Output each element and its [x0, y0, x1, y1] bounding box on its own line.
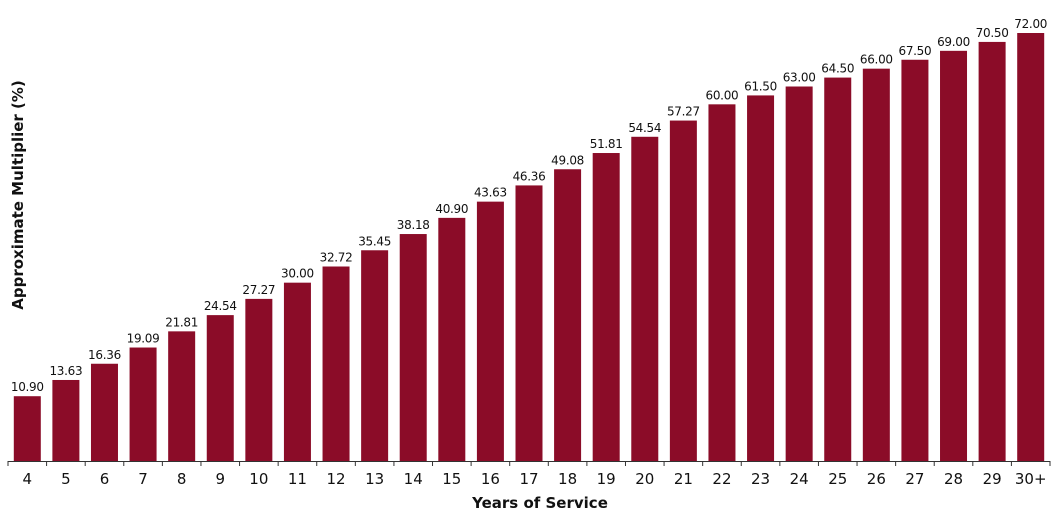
x-tick-label-11: 11: [288, 470, 307, 488]
x-tick-label-26: 26: [867, 470, 886, 488]
value-label-20: 54.54: [628, 121, 661, 135]
bar-30+: [1017, 33, 1045, 461]
value-label-24: 63.00: [783, 71, 816, 85]
x-ticks-group: [7, 461, 1051, 466]
value-label-29: 70.50: [976, 26, 1009, 40]
bars-group: [13, 33, 1045, 462]
x-tick-label-15: 15: [442, 470, 461, 488]
value-label-27: 67.50: [899, 44, 932, 58]
x-tick-label-21: 21: [674, 470, 693, 488]
bar-18: [554, 169, 582, 461]
x-tick-label-28: 28: [944, 470, 963, 488]
x-tick-label-27: 27: [905, 470, 924, 488]
value-label-6: 16.36: [88, 348, 121, 362]
value-label-14: 38.18: [397, 218, 430, 232]
x-tick-labels-group: 4 5 6 7 8 9 10 11 12 13 14 15 16 17 18 19 20 21 22 23 24 25 26…: [23, 470, 1047, 488]
value-label-5: 13.63: [49, 364, 82, 378]
x-tick-label-16: 16: [481, 470, 500, 488]
bar-16: [476, 201, 504, 461]
value-label-28: 69.00: [937, 35, 970, 49]
value-label-25: 64.50: [821, 62, 854, 76]
x-tick-label-19: 19: [597, 470, 616, 488]
x-tick-label-7: 7: [138, 470, 148, 488]
value-label-16: 43.63: [474, 186, 507, 200]
value-label-9: 24.54: [204, 299, 237, 313]
x-tick-label-23: 23: [751, 470, 770, 488]
x-tick-label-4: 4: [23, 470, 33, 488]
x-tick-label-13: 13: [365, 470, 384, 488]
value-label-15: 40.90: [435, 202, 468, 216]
value-label-18: 49.08: [551, 153, 584, 167]
value-label-21: 57.27: [667, 105, 700, 119]
value-label-7: 19.09: [127, 332, 160, 346]
bar-29: [978, 41, 1006, 462]
value-label-17: 46.36: [513, 169, 546, 183]
bar-26: [862, 68, 890, 462]
value-label-26: 66.00: [860, 53, 893, 67]
x-tick-label-30+: 30+: [1015, 470, 1047, 488]
x-tick-label-17: 17: [519, 470, 538, 488]
bar-25: [824, 77, 852, 461]
value-label-19: 51.81: [590, 137, 623, 151]
value-labels-group: 10.90 13.63 16.36 19.09 21.81 24.54 27.27 30.00…: [11, 17, 1048, 394]
value-label-30+: 72.00: [1014, 17, 1047, 31]
bar-4: [13, 396, 41, 461]
x-tick-label-8: 8: [177, 470, 187, 488]
bar-12: [322, 266, 350, 461]
value-label-12: 32.72: [320, 251, 353, 265]
bar-24: [785, 86, 813, 461]
bar-28: [940, 50, 968, 461]
bar-22: [708, 104, 736, 461]
x-tick-label-12: 12: [326, 470, 345, 488]
bar-27: [901, 59, 929, 461]
bar-13: [361, 250, 389, 461]
value-label-13: 35.45: [358, 234, 391, 248]
x-tick-label-20: 20: [635, 470, 654, 488]
value-label-23: 61.50: [744, 79, 777, 93]
value-label-11: 30.00: [281, 267, 314, 281]
bar-9: [206, 315, 234, 461]
bar-15: [438, 217, 466, 461]
x-tick-label-9: 9: [215, 470, 225, 488]
bar-8: [168, 331, 196, 461]
bar-5: [52, 379, 80, 461]
x-tick-label-10: 10: [249, 470, 268, 488]
bar-17: [515, 185, 543, 462]
value-label-8: 21.81: [165, 315, 198, 329]
bar-23: [747, 95, 775, 462]
bar-20: [631, 136, 659, 462]
bar-21: [669, 120, 697, 461]
value-label-4: 10.90: [11, 380, 44, 394]
bar-10: [245, 298, 273, 461]
y-axis-title: Approximate Multiplier (%): [9, 80, 27, 310]
x-axis-title: Years of Service: [471, 494, 608, 512]
x-tick-label-25: 25: [828, 470, 847, 488]
x-tick-label-5: 5: [61, 470, 71, 488]
bar-14: [399, 234, 427, 461]
x-tick-label-22: 22: [712, 470, 731, 488]
x-tick-label-18: 18: [558, 470, 577, 488]
x-tick-label-6: 6: [100, 470, 110, 488]
value-label-10: 27.27: [242, 283, 275, 297]
x-tick-label-24: 24: [790, 470, 809, 488]
bar-6: [90, 363, 118, 461]
x-tick-label-14: 14: [404, 470, 423, 488]
value-label-22: 60.00: [706, 88, 739, 102]
x-tick-label-29: 29: [983, 470, 1002, 488]
bar-11: [283, 282, 311, 461]
bar-7: [129, 347, 157, 461]
bar-19: [592, 153, 620, 461]
